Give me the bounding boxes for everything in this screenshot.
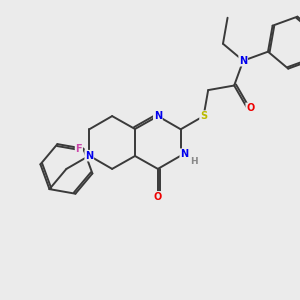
Text: N: N bbox=[85, 151, 93, 161]
Text: S: S bbox=[200, 111, 207, 121]
Text: N: N bbox=[154, 111, 162, 121]
Text: H: H bbox=[190, 157, 198, 166]
Text: O: O bbox=[154, 192, 162, 202]
Text: N: N bbox=[239, 56, 247, 66]
Text: N: N bbox=[180, 149, 188, 159]
Text: O: O bbox=[246, 103, 254, 113]
Text: F: F bbox=[76, 144, 82, 154]
